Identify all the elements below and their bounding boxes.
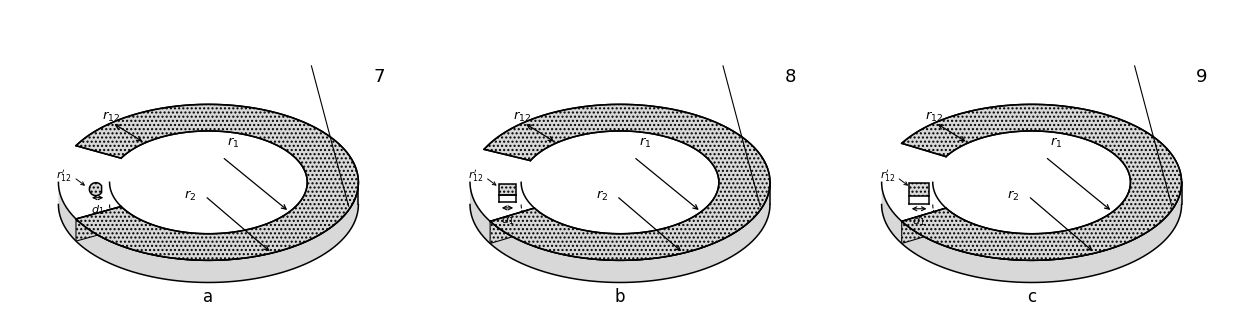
Text: a: a — [203, 288, 213, 306]
Polygon shape — [470, 182, 770, 283]
Polygon shape — [882, 182, 1182, 283]
Text: 7: 7 — [373, 67, 384, 86]
Polygon shape — [901, 104, 1182, 260]
Text: $r_{12}'$: $r_{12}'$ — [467, 168, 484, 183]
Text: 9: 9 — [1197, 67, 1208, 86]
Polygon shape — [946, 131, 1131, 234]
Polygon shape — [76, 104, 358, 260]
Polygon shape — [58, 182, 358, 283]
Polygon shape — [76, 206, 122, 241]
Text: c: c — [1027, 288, 1037, 306]
Polygon shape — [932, 182, 1131, 256]
Bar — [909, 183, 929, 195]
Polygon shape — [490, 208, 534, 243]
Polygon shape — [521, 182, 719, 256]
Polygon shape — [901, 208, 946, 243]
Text: $r_{12}'$: $r_{12}'$ — [879, 168, 895, 183]
Text: $r_{12}$: $r_{12}$ — [925, 110, 944, 124]
Text: $r_1$: $r_1$ — [227, 136, 239, 150]
Text: $r_1$: $r_1$ — [1050, 136, 1063, 150]
Text: $r_1$: $r_1$ — [639, 136, 651, 150]
Text: $d_1$: $d_1$ — [913, 214, 926, 228]
Polygon shape — [484, 104, 770, 260]
Polygon shape — [109, 182, 308, 256]
Text: $r_{12}'$: $r_{12}'$ — [56, 168, 72, 183]
Text: b: b — [615, 288, 625, 306]
Text: $d_1$: $d_1$ — [91, 203, 104, 216]
Text: $r_2$: $r_2$ — [1007, 189, 1019, 203]
Polygon shape — [122, 131, 308, 234]
Text: $r_2$: $r_2$ — [595, 189, 608, 203]
Text: $r_{12}$: $r_{12}$ — [513, 110, 532, 124]
Text: $r_2$: $r_2$ — [184, 189, 196, 203]
Text: $d_1$: $d_1$ — [501, 213, 515, 227]
Text: 8: 8 — [785, 67, 796, 86]
Polygon shape — [531, 131, 719, 234]
Text: $r_{12}$: $r_{12}$ — [102, 110, 120, 124]
Bar — [498, 184, 516, 195]
Polygon shape — [89, 183, 102, 196]
